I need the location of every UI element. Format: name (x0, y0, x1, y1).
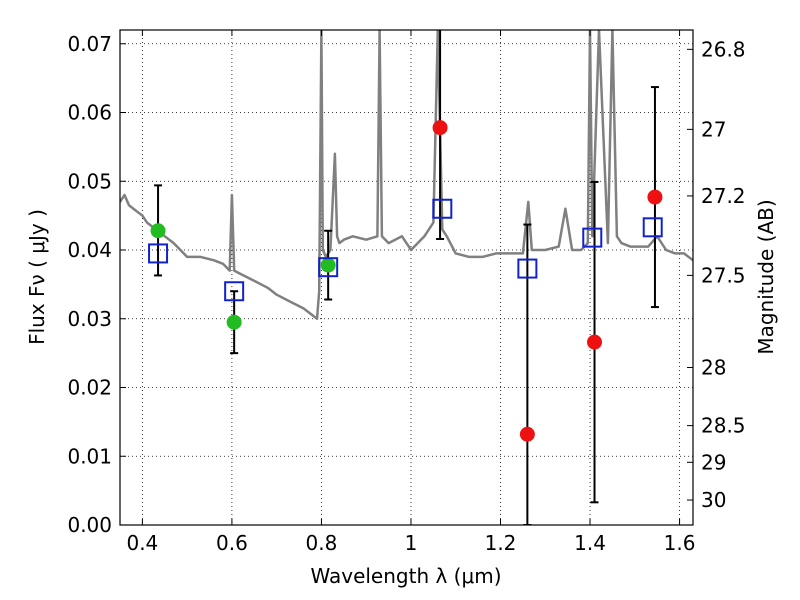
photometry-point (432, 120, 448, 136)
photometry-point (226, 314, 242, 330)
x-axis: 0.4 0.6 0.8 1 1.2 1.4 1.6 (126, 30, 695, 555)
right-tick-label: 28 (701, 355, 726, 379)
y-tick-label: 0.04 (67, 238, 112, 262)
y-tick-label: 0.02 (67, 376, 112, 400)
y-tick-label: 0.03 (67, 307, 112, 331)
x-axis-label: Wavelength λ (μm) (310, 564, 501, 588)
model-photometry-square (432, 198, 453, 219)
photometry-point (647, 189, 663, 205)
x-tick-label: 1.6 (664, 531, 696, 555)
x-tick-label: 1.2 (485, 531, 517, 555)
x-tick-label: 0.4 (126, 531, 158, 555)
photometry-point (519, 426, 535, 442)
model-photometry-square (517, 258, 538, 279)
right-magnitude-axis: 26.8 27 27.2 27.5 28 28.5 29 30 (687, 37, 746, 512)
model-spectrum (120, 30, 693, 321)
grid (120, 30, 693, 526)
right-tick-label: 27 (701, 117, 726, 141)
model-photometry-square (642, 217, 663, 238)
model-photometry-square (224, 281, 245, 302)
model-photometry-square (318, 257, 339, 278)
photometry-point (587, 334, 603, 350)
right-tick-label: 28.5 (701, 414, 746, 438)
x-tick-label: 1 (405, 531, 418, 555)
right-tick-label: 27.5 (701, 263, 746, 287)
data-markers (148, 120, 663, 442)
y-tick-label: 0.01 (67, 444, 112, 468)
photometry-point (320, 257, 336, 273)
model-spectrum-line (120, 30, 693, 321)
y-axis-label: Flux Fν ( μJy ) (25, 209, 49, 345)
model-photometry-square (148, 243, 169, 264)
y-tick-label: 0.07 (67, 32, 112, 56)
model-photometry-square (582, 227, 603, 248)
y-axis: 0.00 0.01 0.02 0.03 0.04 0.05 0.06 0.07 (67, 32, 126, 537)
plot-frame (119, 29, 694, 526)
photometry-point (150, 223, 166, 239)
right-tick-label: 30 (701, 488, 726, 512)
right-axis-label: Magnitude (AB) (754, 199, 778, 354)
y-tick-label: 0.00 (67, 513, 112, 537)
right-tick-label: 26.8 (701, 37, 746, 61)
x-tick-label: 0.8 (306, 531, 338, 555)
right-tick-label: 29 (701, 450, 726, 474)
x-tick-label: 1.4 (574, 531, 606, 555)
x-tick-label: 0.6 (216, 531, 248, 555)
plot-background (120, 30, 693, 525)
y-tick-label: 0.05 (67, 169, 112, 193)
y-tick-label: 0.06 (67, 101, 112, 125)
right-tick-label: 27.2 (701, 184, 746, 208)
